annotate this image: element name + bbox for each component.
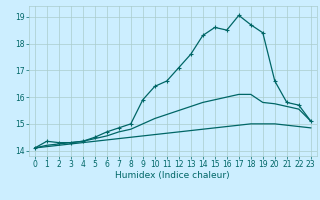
X-axis label: Humidex (Indice chaleur): Humidex (Indice chaleur): [116, 171, 230, 180]
